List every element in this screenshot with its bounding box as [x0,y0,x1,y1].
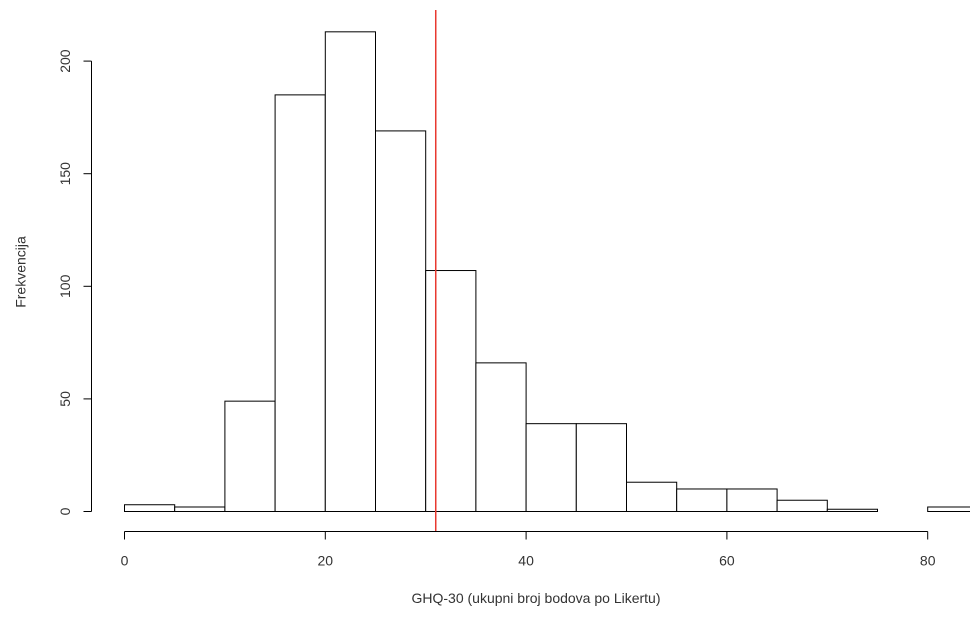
histogram-bar [375,130,427,513]
histogram-bar [274,94,326,512]
y-tick-label: 100 [57,274,73,298]
y-tick-label: 200 [57,49,73,73]
histogram-bar [726,488,778,513]
histogram-bars [124,31,970,513]
y-tick-label: 0 [57,507,73,515]
y-tick-label: 50 [57,391,73,407]
histogram-bar [124,504,176,512]
y-axis: 0 50 100 150 200 [57,49,92,515]
histogram-bar [927,506,970,513]
histogram-bar [626,481,678,512]
x-tick-label: 20 [318,553,334,569]
x-axis-label: GHQ-30 (ukupni broj bodova po Likertu) [411,590,660,606]
histogram-bar [776,499,828,512]
x-axis: 0 20 40 60 80 [121,531,936,569]
histogram-bar [224,400,276,513]
histogram-bar [525,423,577,512]
x-tick-label: 60 [719,553,735,569]
x-tick-label: 40 [518,553,534,569]
y-axis-label: Frekvencija [13,236,29,308]
histogram-bar [425,270,477,513]
histogram-bar [676,488,728,513]
histogram-bar [575,423,627,512]
y-tick-label: 150 [57,162,73,186]
histogram-bar [826,508,878,512]
histogram-bar [324,31,376,512]
x-tick-label: 0 [121,553,129,569]
histogram-bar [475,362,527,513]
histogram-bar [174,506,226,513]
x-tick-label: 80 [920,553,936,569]
